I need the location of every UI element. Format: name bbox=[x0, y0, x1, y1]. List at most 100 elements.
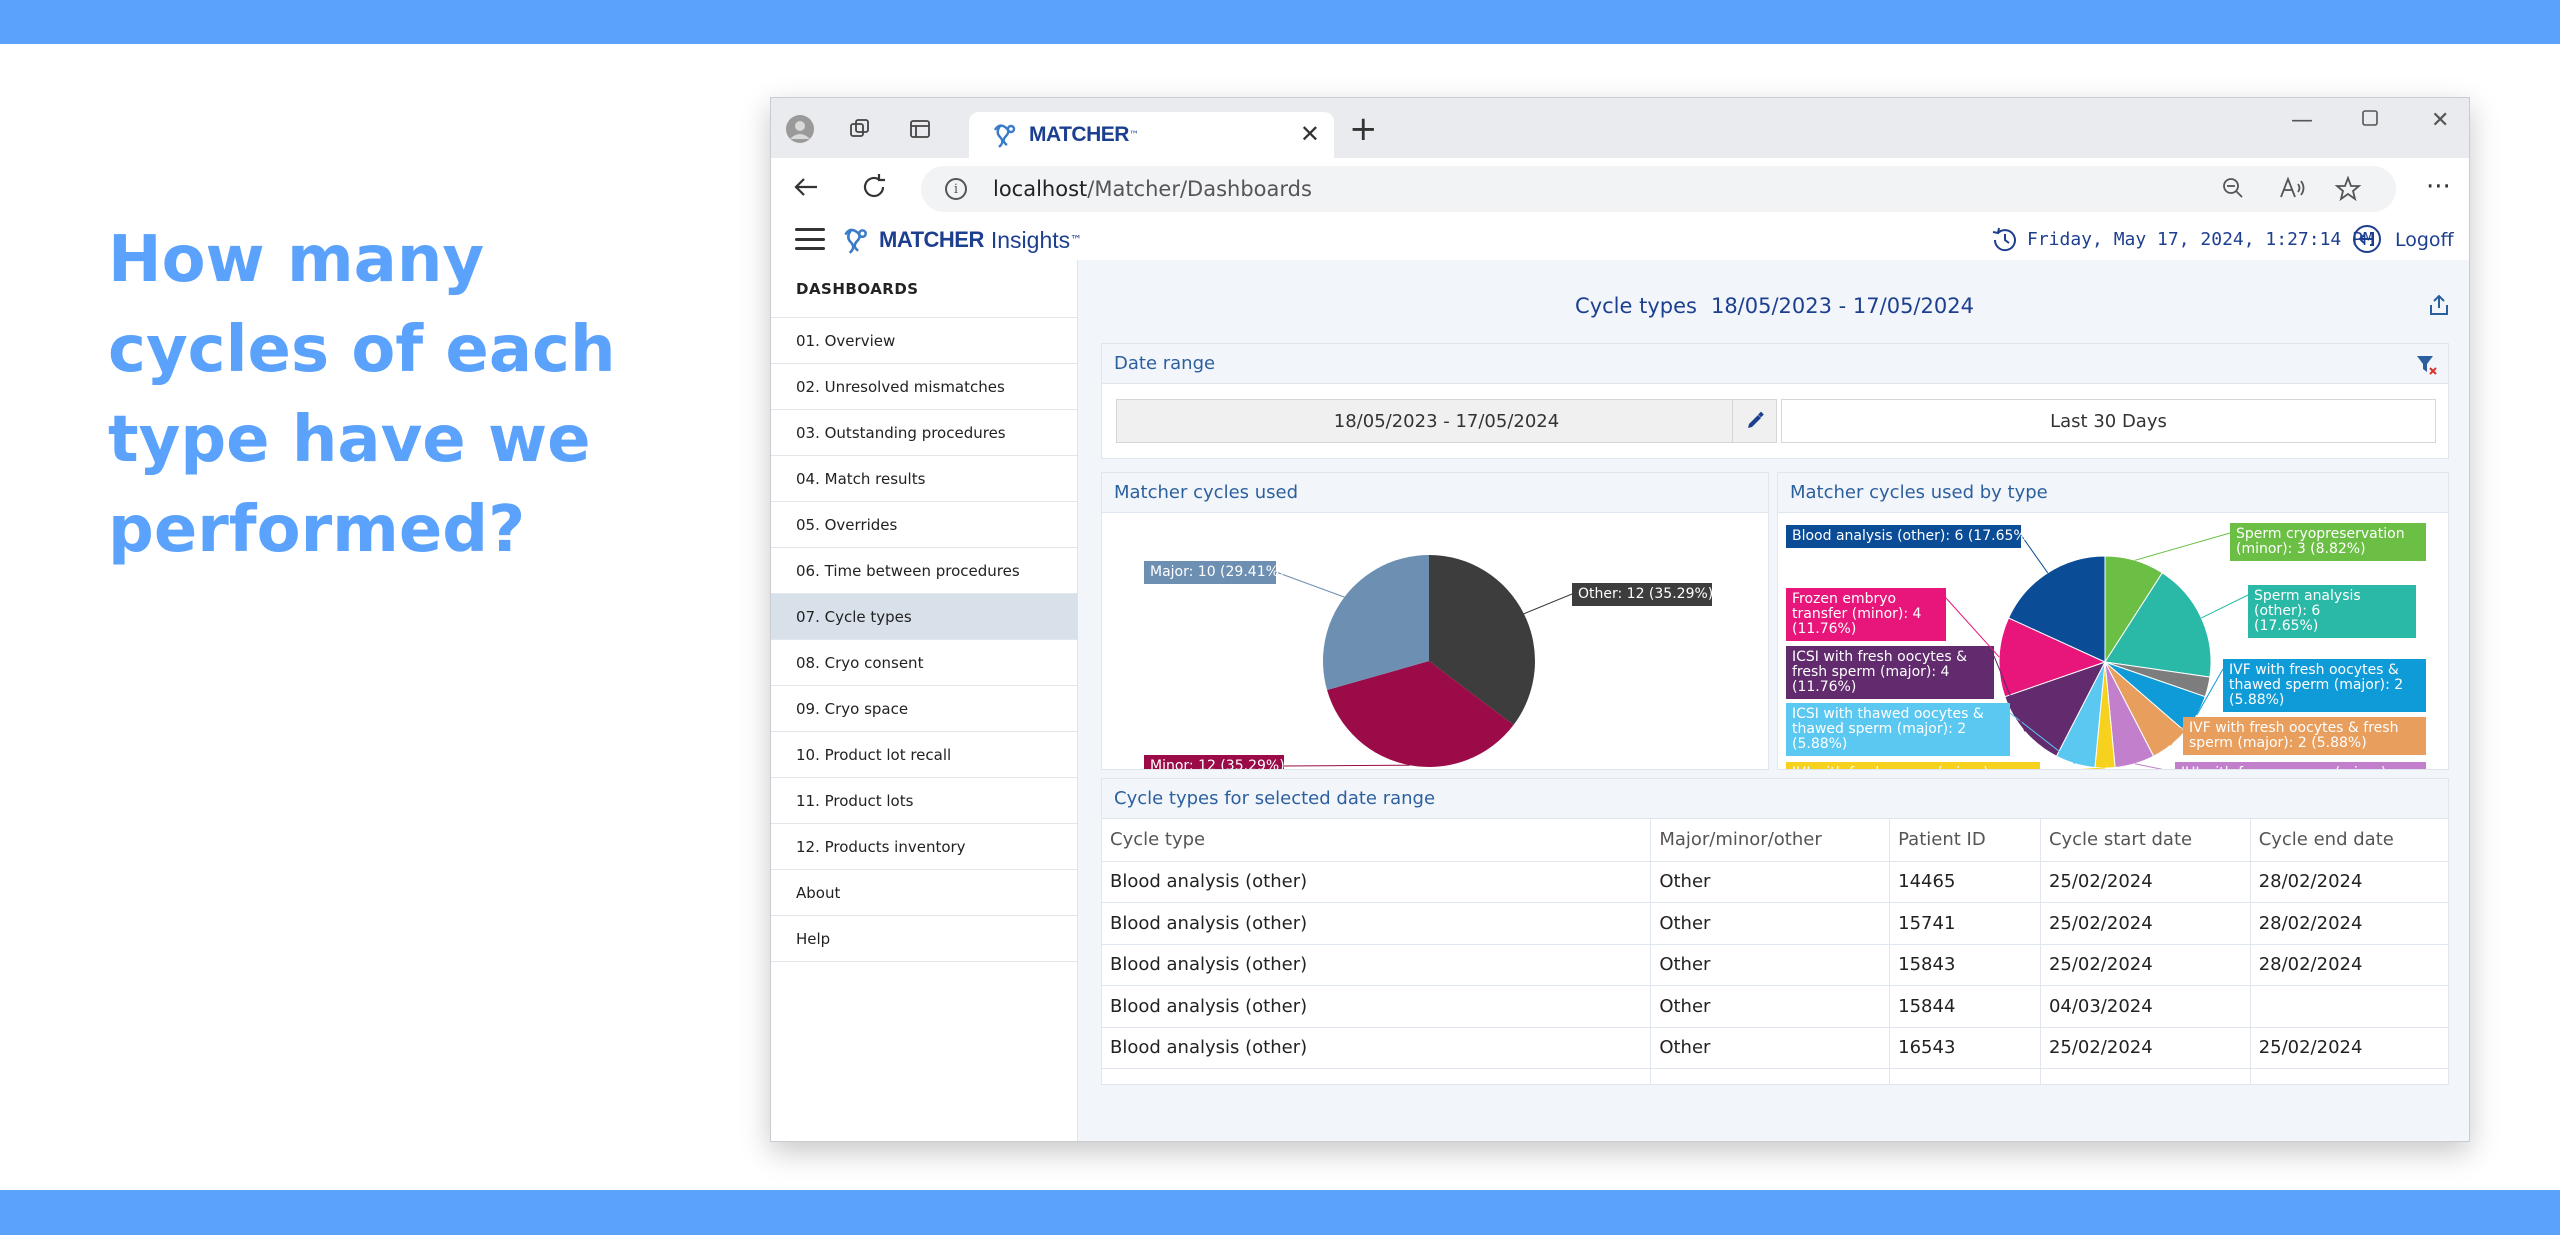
table-row[interactable]: Blood analysis (other) Other 14465 25/02/20… bbox=[1102, 861, 2448, 903]
sidebar-item[interactable]: 02. Unresolved mismatches bbox=[771, 364, 1077, 410]
tab-title: MATCHER bbox=[1029, 123, 1129, 146]
clear-filter-icon[interactable] bbox=[2416, 354, 2438, 381]
slice-label: Sperm cryopreservation(minor): 3 (8.82%) bbox=[2134, 523, 2426, 561]
workspaces-icon[interactable] bbox=[843, 112, 877, 146]
cycles-used-panel: Matcher cycles used Other: 12 (35.29%) Mi… bbox=[1101, 472, 1769, 778]
maximize-icon[interactable] bbox=[2361, 108, 2379, 133]
table-cell bbox=[1650, 1068, 1891, 1084]
profile-icon[interactable] bbox=[783, 112, 817, 146]
data-label: (5.88%) bbox=[1792, 736, 1847, 752]
cycles-by-type-heading: Matcher cycles used by type bbox=[1778, 473, 2448, 513]
table-cell: Blood analysis (other) bbox=[1102, 902, 1652, 945]
back-icon[interactable] bbox=[791, 172, 821, 210]
export-icon[interactable] bbox=[2427, 293, 2451, 321]
tab-matcher[interactable]: MATCHER ™ ✕ bbox=[969, 112, 1334, 158]
sidebar-item[interactable]: 05. Overrides bbox=[771, 502, 1077, 548]
tab-actions-icon[interactable] bbox=[903, 112, 937, 146]
data-label: ICSI with thawed oocytes & bbox=[1792, 706, 1984, 722]
close-window-icon[interactable]: ✕ bbox=[2431, 108, 2450, 133]
edit-pencil-icon[interactable] bbox=[1732, 399, 1777, 443]
data-label: Frozen embryo bbox=[1792, 591, 1896, 607]
preset-last-30-days[interactable]: Last 30 Days bbox=[1781, 399, 2436, 443]
column-header[interactable]: Cycle end date bbox=[2250, 819, 2448, 862]
table-cell: 25/02/2024 bbox=[2040, 902, 2251, 945]
slice-label: IVF with fresh oocytes &thawed sperm (ma… bbox=[2196, 659, 2426, 716]
pie-slice[interactable] bbox=[2104, 572, 2212, 678]
pie-slice[interactable] bbox=[2007, 555, 2106, 663]
brand-sub: Insights bbox=[990, 226, 1071, 253]
table-cell: 25/02/2024 bbox=[2040, 944, 2251, 986]
sidebar-item[interactable]: 09. Cryo space bbox=[771, 686, 1077, 732]
sidebar-item[interactable]: 07. Cycle types bbox=[771, 594, 1077, 640]
sidebar-item[interactable]: 04. Match results bbox=[771, 456, 1077, 502]
sidebar-item[interactable]: Help bbox=[771, 916, 1077, 962]
sidebar-item[interactable]: 08. Cryo consent bbox=[771, 640, 1077, 686]
top-banner bbox=[0, 0, 2560, 44]
zoom-out-icon[interactable] bbox=[2221, 176, 2245, 206]
data-label: IUI with fresh sperm (minor): bbox=[1792, 765, 1993, 769]
new-tab-icon[interactable]: + bbox=[1349, 109, 1378, 149]
table-row[interactable] bbox=[1102, 1068, 2448, 1084]
label-connector bbox=[1283, 764, 1410, 767]
sidebar-item[interactable]: 06. Time between procedures bbox=[771, 548, 1077, 594]
date-range-panel: Date range 18/05/2023 - 17/05/2024 Last … bbox=[1101, 343, 2449, 459]
slice-label: IUI with frozen sperm (minor):2 (5.88%) bbox=[2134, 762, 2426, 800]
table-row[interactable]: Blood analysis (other) Other 15741 25/02/20… bbox=[1102, 902, 2448, 945]
minimize-icon[interactable]: — bbox=[2291, 108, 2313, 133]
headline: How many cycles of each type have we per… bbox=[108, 223, 616, 567]
label-connector bbox=[1945, 597, 2000, 658]
table-cell bbox=[1889, 1068, 2041, 1084]
address-bar: i localhost/Matcher/Dashboards ··· bbox=[771, 158, 2469, 220]
data-label: IUI with frozen sperm (minor): bbox=[2181, 765, 2391, 769]
sidebar-item[interactable]: 01. Overview bbox=[771, 318, 1077, 364]
table-row[interactable]: Blood analysis (other) Other 16543 25/02/20… bbox=[1102, 1027, 2448, 1069]
table-row[interactable]: Blood analysis (other) Other 15843 25/02/20… bbox=[1102, 944, 2448, 986]
pie-slice[interactable] bbox=[1429, 555, 1535, 725]
label-box bbox=[1786, 646, 1994, 699]
label-box bbox=[2183, 717, 2426, 755]
column-header[interactable]: Patient ID bbox=[1889, 819, 2041, 862]
label-connector bbox=[2020, 534, 2049, 574]
label-connector bbox=[2196, 668, 2224, 716]
pie-slice[interactable] bbox=[1327, 661, 1514, 767]
label-connector bbox=[1993, 655, 2026, 732]
bottom-banner bbox=[0, 1190, 2560, 1235]
slice-label: Minor: 12 (35.29%) bbox=[1144, 755, 1410, 778]
date-range-input[interactable]: 18/05/2023 - 17/05/2024 bbox=[1116, 399, 1777, 443]
refresh-icon[interactable] bbox=[859, 172, 889, 210]
site-info-icon[interactable]: i bbox=[945, 178, 967, 200]
pie-slice[interactable] bbox=[2004, 661, 2107, 757]
cycles-by-type-pie-chart: Sperm cryopreservation(minor): 3 (8.82%)… bbox=[1786, 523, 2426, 800]
page-title-text: Cycle types bbox=[1575, 294, 1697, 318]
sidebar-item[interactable]: 12. Products inventory bbox=[771, 824, 1077, 870]
table-row[interactable]: Blood analysis (other) Other 15844 04/03/20… bbox=[1102, 985, 2448, 1028]
date-range-heading: Date range bbox=[1102, 344, 2448, 384]
favorite-star-icon[interactable] bbox=[2334, 175, 2362, 208]
column-header[interactable]: Cycle start date bbox=[2040, 819, 2251, 862]
sidebar-item[interactable]: 10. Product lot recall bbox=[771, 732, 1077, 778]
close-tab-icon[interactable]: ✕ bbox=[1299, 120, 1320, 148]
table-cell: 25/02/2024 bbox=[2040, 861, 2251, 903]
table-cell: Other bbox=[1650, 902, 1891, 945]
page-title: Cycle types 18/05/2023 - 17/05/2024 bbox=[1078, 294, 2469, 318]
sidebar-item[interactable]: 03. Outstanding procedures bbox=[771, 410, 1077, 456]
table-cell bbox=[2250, 985, 2448, 1028]
hamburger-menu-icon[interactable] bbox=[795, 228, 825, 250]
cycles-used-heading: Matcher cycles used bbox=[1102, 473, 1768, 513]
sidebar-item[interactable]: 11. Product lots bbox=[771, 778, 1077, 824]
logoff-icon[interactable] bbox=[2351, 223, 2383, 259]
page-title-range: 18/05/2023 - 17/05/2024 bbox=[1710, 294, 1974, 318]
read-aloud-icon[interactable] bbox=[2279, 176, 2305, 206]
cycle-types-table-panel: Cycle types for selected date range Cycl… bbox=[1101, 778, 2449, 1085]
column-header[interactable]: Cycle type bbox=[1102, 819, 1652, 862]
pie-slice[interactable] bbox=[1323, 555, 1429, 691]
sidebar-item[interactable]: About bbox=[771, 870, 1077, 916]
logoff-link[interactable]: Logoff bbox=[2395, 229, 2454, 251]
more-options-icon[interactable]: ··· bbox=[2426, 172, 2451, 202]
slice-label: Sperm analysis(other): 6(17.65%) bbox=[2201, 585, 2416, 638]
table-cell: Blood analysis (other) bbox=[1102, 1027, 1652, 1069]
url-field[interactable]: i localhost/Matcher/Dashboards bbox=[921, 166, 2396, 212]
column-header[interactable]: Major/minor/other bbox=[1650, 819, 1891, 862]
table-cell bbox=[1102, 1068, 1652, 1084]
data-label: Sperm cryopreservation bbox=[2236, 526, 2405, 542]
